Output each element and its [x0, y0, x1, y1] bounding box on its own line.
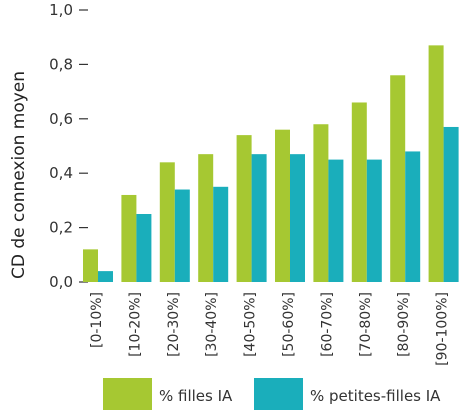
- x-tick-label: [30-40%]: [204, 292, 220, 357]
- legend-label: % filles IA: [159, 387, 233, 405]
- bar-petites-filles: [213, 186, 229, 282]
- y-tick-label: 0,4: [49, 164, 73, 182]
- y-axis-title: CD de connexion moyen: [9, 71, 29, 279]
- bar-filles: [236, 135, 252, 282]
- x-tick-label: [10-20%]: [127, 292, 143, 357]
- bar-filles: [159, 162, 175, 282]
- y-tick-label: 1,0: [49, 1, 73, 19]
- bar-petites-filles: [443, 126, 459, 283]
- x-tick-label: [50-60%]: [281, 292, 297, 357]
- bar-petites-filles: [290, 154, 305, 282]
- bar-petites-filles: [366, 159, 382, 282]
- bar-petites-filles: [98, 271, 113, 282]
- y-tick-label: 0,2: [49, 219, 73, 237]
- bars: [83, 45, 459, 283]
- bar-filles: [121, 194, 137, 282]
- x-tick-label: [90-100%]: [435, 292, 451, 366]
- x-tick-label: [60-70%]: [319, 292, 335, 357]
- bar-petites-filles: [328, 159, 344, 282]
- x-tick-label: [80-90%]: [396, 292, 412, 357]
- bar-filles: [275, 129, 290, 282]
- x-tick-label: [0-10%]: [89, 292, 105, 348]
- legend-swatch: [254, 378, 303, 410]
- legend-swatch: [103, 378, 152, 410]
- y-tick-label: 0,8: [49, 55, 73, 73]
- bar-filles: [428, 45, 444, 282]
- x-tick-label: [20-30%]: [166, 292, 182, 357]
- legend-label: % petites-filles IA: [310, 387, 441, 405]
- y-tick-label: 0,0: [49, 273, 73, 291]
- bar-petites-filles: [405, 151, 421, 282]
- bar-filles: [83, 249, 98, 282]
- bar-filles: [198, 154, 214, 282]
- y-axis-ticks: 0,0 0,2 0,4 0,6 0,8 1,0: [49, 1, 88, 291]
- x-tick-label: [70-80%]: [358, 292, 374, 357]
- bar-petites-filles: [174, 189, 190, 282]
- x-axis-labels: [0-10%] [10-20%] [20-30%] [30-40%] [40-50%] […: [89, 292, 451, 366]
- bar-petites-filles: [136, 214, 152, 282]
- bar-petites-filles: [251, 154, 267, 282]
- bar-filles: [390, 75, 406, 282]
- x-tick-label: [40-50%]: [243, 292, 259, 357]
- legend: % filles IA % petites-filles IA: [103, 378, 441, 410]
- y-tick-label: 0,6: [49, 110, 73, 128]
- bar-filles: [313, 124, 329, 283]
- bar-filles: [351, 102, 367, 282]
